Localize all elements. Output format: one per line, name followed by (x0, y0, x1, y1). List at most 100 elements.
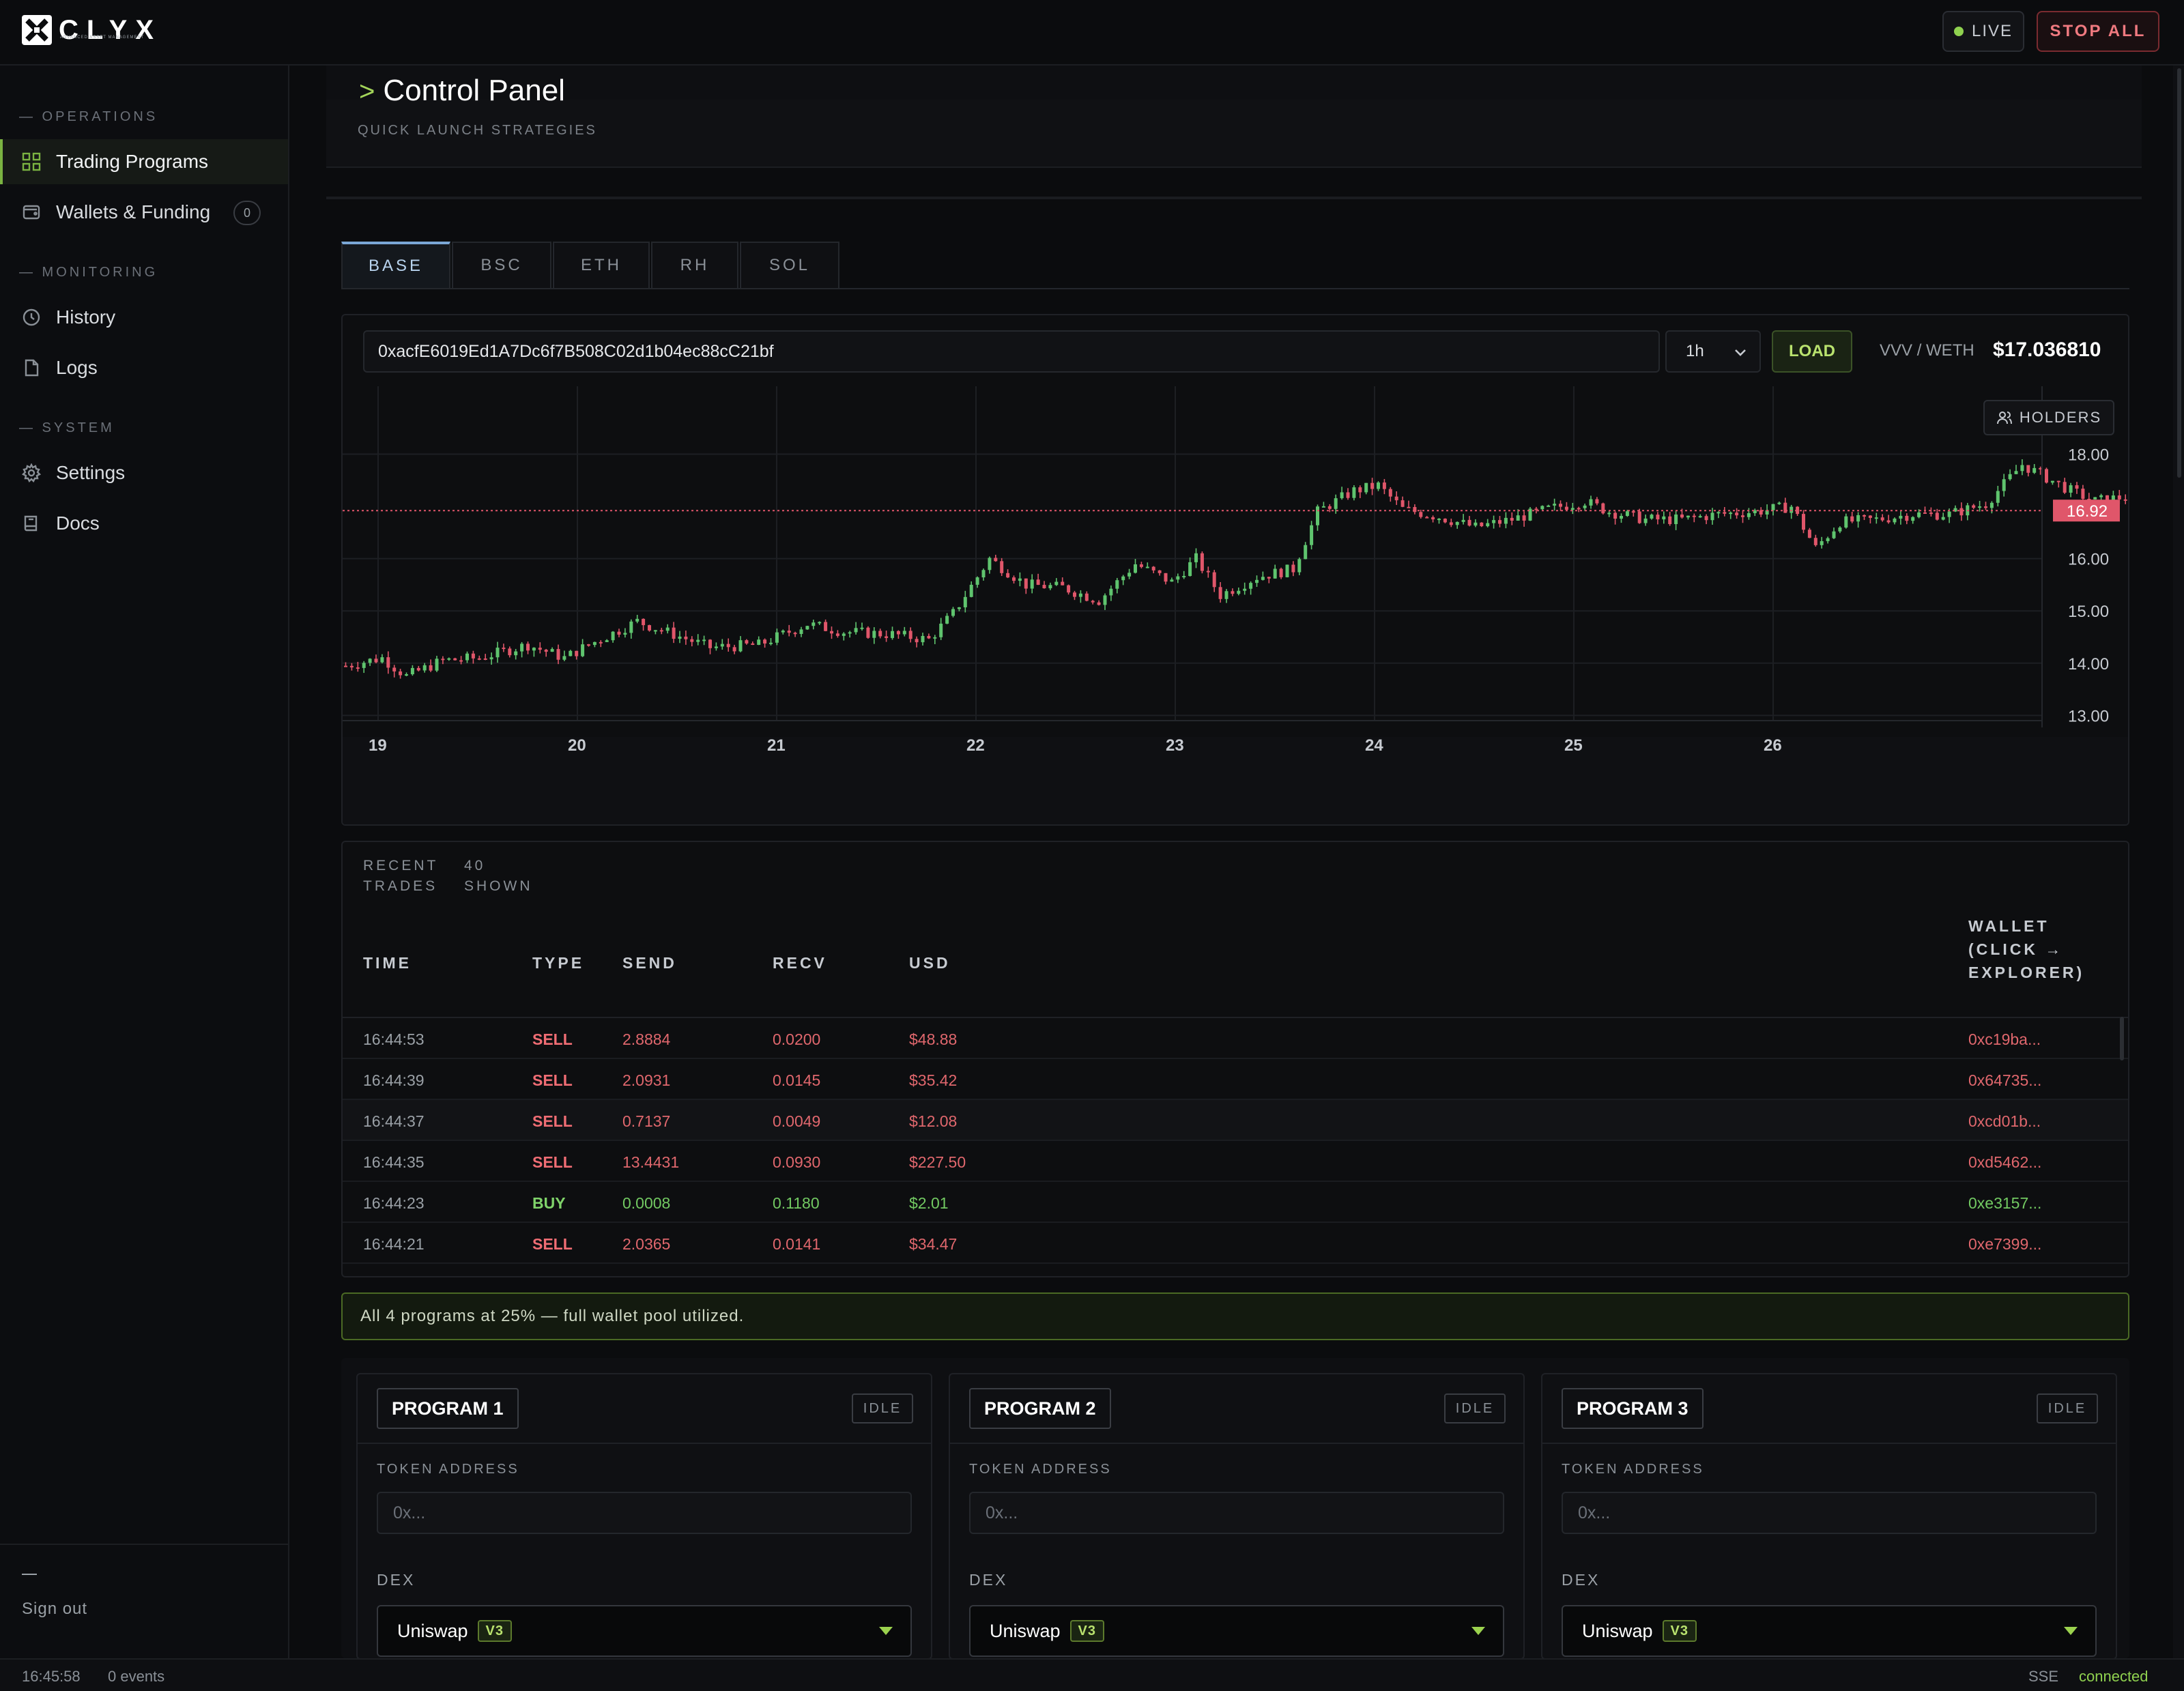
program-card-3: PROGRAM 3 IDLE TOKEN ADDRESS 0x... DEX U… (1541, 1373, 2117, 1660)
candle-body (1134, 564, 1137, 573)
candle-body (1510, 517, 1514, 521)
candle-body (532, 648, 536, 651)
table-row[interactable]: 16:44:37 SELL 0.7137 0.0049 $12.08 0xcd0… (343, 1100, 2128, 1141)
candle-body (1989, 502, 1994, 508)
load-button[interactable]: LOAD (1772, 330, 1852, 373)
trade-wallet-link[interactable]: 0xcd01b... (1968, 1112, 2041, 1130)
column-header-send[interactable]: SEND (622, 954, 677, 972)
candle-body (1625, 511, 1629, 516)
tab-sol[interactable]: SOL (740, 242, 839, 289)
x-tick-label: 26 (1764, 736, 1782, 755)
holders-button[interactable]: HOLDERS (1983, 400, 2114, 435)
trade-wallet-link[interactable]: 0xe3157... (1968, 1194, 2042, 1212)
sidebar-item-label: Trading Programs (56, 151, 209, 172)
page-scrollbar-thumb[interactable] (2177, 68, 2181, 478)
candle-body (939, 623, 943, 637)
dex-select[interactable]: Uniswap V3 (969, 1605, 1504, 1657)
candle-body (1880, 517, 1884, 521)
trade-send: 0.0008 (622, 1194, 671, 1212)
trade-type: SELL (532, 1071, 573, 1089)
sidebar-item-history[interactable]: History (0, 295, 288, 340)
candle-body (399, 671, 403, 676)
tabs-underline (341, 288, 2129, 289)
candle-body (1620, 515, 1623, 519)
trade-wallet-link[interactable]: 0xe7399... (1968, 1235, 2042, 1253)
trade-time: 16:44:35 (363, 1153, 425, 1171)
trade-wallet-link[interactable]: 0xd5462... (1968, 1153, 2042, 1171)
candle-body (2026, 465, 2030, 473)
candle-body (1704, 516, 1708, 521)
column-header-usd[interactable]: USD (909, 954, 951, 972)
candle-body (2032, 467, 2037, 473)
candle-body (405, 674, 408, 676)
trade-wallet-link[interactable]: 0xc19ba... (1968, 1030, 2041, 1048)
candle-body (1358, 487, 1362, 493)
tab-base[interactable]: BASE (341, 242, 450, 289)
sidebar-item-docs[interactable]: Docs (0, 501, 288, 546)
candle-body (690, 639, 694, 642)
candle-body (2123, 499, 2127, 501)
column-header-wallet[interactable]: WALLET (CLICK → EXPLORER) (1968, 917, 2085, 981)
table-row[interactable]: 16:44:35 SELL 13.4431 0.0930 $227.50 0xd… (343, 1141, 2128, 1182)
token-address-input[interactable]: 0xacfE6019Ed1A7Dc6f7B508C02d1b04ec88cC21… (363, 330, 1660, 373)
table-row[interactable]: 16:44:23 BUY 0.0008 0.1180 $2.01 0xe3157… (343, 1182, 2128, 1223)
table-scrollbar[interactable] (2120, 1017, 2124, 1060)
candle-body (392, 667, 397, 671)
candle-body (830, 631, 833, 634)
candle-body (702, 639, 706, 641)
sidebar-item-settings[interactable]: Settings (0, 450, 288, 495)
candle-body (963, 596, 967, 607)
page-scrollbar[interactable] (2173, 66, 2184, 1658)
candle-body (1067, 585, 1071, 593)
table-row[interactable]: 16:44:39 SELL 2.0931 0.0145 $35.42 0x647… (343, 1059, 2128, 1100)
candlestick-chart[interactable]: 19 20 21 22 23 24 25 26 18.00 16.00 15.00 14.00 13.0… (343, 386, 2129, 826)
stop-all-button[interactable]: STOP ALL (2037, 11, 2159, 52)
dex-select[interactable]: Uniswap V3 (1562, 1605, 2097, 1657)
trade-wallet-link[interactable]: 0x64735... (1968, 1071, 2042, 1089)
trade-usd: $35.42 (909, 1071, 958, 1089)
sidebar-item-trading-programs[interactable]: Trading Programs (0, 139, 288, 184)
program-token-input[interactable]: 0x... (1562, 1492, 2097, 1534)
candle-body (933, 637, 937, 639)
column-header-recv[interactable]: RECV (773, 954, 827, 972)
candle-body (1807, 530, 1811, 538)
sign-out-link[interactable]: Sign out (22, 1600, 88, 1618)
timeframe-select[interactable]: 1h (1665, 330, 1761, 373)
program-card-2: PROGRAM 2 IDLE TOKEN ADDRESS 0x... DEX U… (949, 1373, 1525, 1660)
program-token-input[interactable]: 0x... (969, 1492, 1504, 1534)
candle-body (1304, 545, 1308, 560)
candle-body (1710, 512, 1714, 521)
candle-body (811, 622, 816, 626)
column-header-type[interactable]: TYPE (532, 954, 585, 972)
candle-body (1716, 512, 1721, 514)
live-indicator-button[interactable]: LIVE (1942, 11, 2024, 52)
column-header-time[interactable]: TIME (363, 954, 412, 972)
candle-body (2087, 498, 2091, 500)
candle-body (1850, 516, 1854, 522)
candle-body (489, 657, 493, 660)
table-row[interactable]: 16:44:53 SELL 2.8884 0.0200 $48.88 0xc19… (343, 1018, 2128, 1059)
tab-rh[interactable]: RH (651, 242, 738, 289)
y-tick-label: 13.00 (2068, 707, 2109, 725)
candle-body (842, 633, 846, 636)
candle-body (957, 607, 961, 609)
program-token-input[interactable]: 0x... (377, 1492, 912, 1534)
candle-body (1504, 517, 1508, 524)
sidebar-item-logs[interactable]: Logs (0, 345, 288, 390)
candle-body (738, 640, 743, 652)
candle-body (435, 659, 439, 671)
holders-label: HOLDERS (2019, 409, 2102, 426)
x-tick-label: 25 (1564, 736, 1583, 755)
program-status-badge: IDLE (1444, 1393, 1506, 1423)
candle-body (1674, 514, 1678, 525)
dex-select[interactable]: Uniswap V3 (377, 1605, 912, 1657)
tab-bsc[interactable]: BSC (452, 242, 551, 289)
candle-body (1905, 515, 1909, 521)
candle-body (1255, 579, 1259, 583)
tab-eth[interactable]: ETH (553, 242, 650, 289)
logo[interactable]: CLYX (22, 14, 162, 46)
candle-body (344, 665, 347, 667)
sidebar-item-wallets-funding[interactable]: Wallets & Funding 0 (0, 190, 288, 235)
candle-body (1024, 578, 1028, 589)
table-row[interactable]: 16:44:21 SELL 2.0365 0.0141 $34.47 0xe73… (343, 1223, 2128, 1264)
